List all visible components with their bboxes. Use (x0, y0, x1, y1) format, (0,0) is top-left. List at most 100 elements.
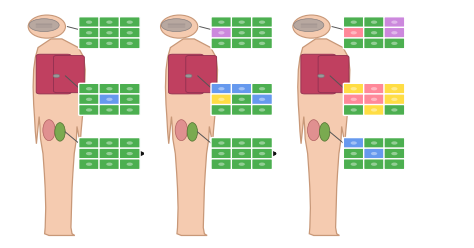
Ellipse shape (319, 123, 330, 141)
Circle shape (106, 31, 112, 34)
Circle shape (371, 87, 377, 90)
Circle shape (351, 31, 357, 34)
FancyBboxPatch shape (301, 54, 336, 94)
Circle shape (391, 98, 398, 101)
Ellipse shape (187, 123, 198, 141)
Circle shape (259, 21, 265, 24)
Circle shape (218, 31, 225, 34)
FancyBboxPatch shape (99, 148, 120, 159)
FancyBboxPatch shape (384, 83, 405, 94)
Circle shape (391, 87, 398, 90)
FancyBboxPatch shape (231, 27, 252, 38)
FancyBboxPatch shape (364, 138, 384, 148)
Ellipse shape (175, 120, 188, 141)
Circle shape (371, 21, 377, 24)
Circle shape (86, 141, 92, 145)
FancyBboxPatch shape (54, 56, 84, 93)
Circle shape (106, 21, 112, 24)
Circle shape (127, 108, 133, 112)
FancyBboxPatch shape (252, 104, 273, 115)
Circle shape (238, 152, 245, 155)
FancyBboxPatch shape (211, 17, 232, 28)
Circle shape (238, 42, 245, 45)
FancyBboxPatch shape (384, 159, 405, 170)
FancyBboxPatch shape (231, 83, 252, 94)
FancyBboxPatch shape (343, 38, 364, 49)
Circle shape (218, 87, 225, 90)
Circle shape (259, 31, 265, 34)
Circle shape (371, 108, 377, 112)
FancyBboxPatch shape (231, 148, 252, 159)
Circle shape (391, 141, 398, 145)
Circle shape (218, 162, 225, 166)
Circle shape (86, 42, 92, 45)
FancyBboxPatch shape (343, 27, 364, 38)
FancyBboxPatch shape (211, 27, 232, 38)
Circle shape (238, 87, 245, 90)
Circle shape (86, 98, 92, 101)
FancyBboxPatch shape (343, 138, 364, 148)
FancyBboxPatch shape (384, 94, 405, 105)
Circle shape (106, 152, 112, 155)
FancyBboxPatch shape (343, 17, 364, 28)
FancyBboxPatch shape (99, 138, 120, 148)
Circle shape (218, 108, 225, 112)
Circle shape (106, 162, 112, 166)
Circle shape (259, 87, 265, 90)
Circle shape (259, 152, 265, 155)
Circle shape (53, 74, 60, 78)
Circle shape (218, 42, 225, 45)
Circle shape (106, 141, 112, 145)
FancyBboxPatch shape (99, 17, 120, 28)
FancyBboxPatch shape (231, 104, 252, 115)
Circle shape (259, 141, 265, 145)
FancyBboxPatch shape (384, 38, 405, 49)
Circle shape (238, 98, 245, 101)
FancyBboxPatch shape (119, 104, 140, 115)
FancyBboxPatch shape (364, 104, 384, 115)
Circle shape (371, 152, 377, 155)
FancyBboxPatch shape (79, 94, 100, 105)
Polygon shape (33, 39, 85, 235)
FancyBboxPatch shape (119, 27, 140, 38)
FancyBboxPatch shape (119, 148, 140, 159)
FancyBboxPatch shape (169, 54, 203, 94)
Circle shape (259, 98, 265, 101)
FancyBboxPatch shape (384, 148, 405, 159)
FancyBboxPatch shape (79, 138, 100, 148)
FancyBboxPatch shape (364, 38, 384, 49)
Circle shape (371, 42, 377, 45)
Circle shape (106, 98, 112, 101)
FancyBboxPatch shape (231, 94, 252, 105)
FancyBboxPatch shape (343, 104, 364, 115)
FancyBboxPatch shape (186, 56, 217, 93)
Circle shape (391, 108, 398, 112)
FancyBboxPatch shape (231, 38, 252, 49)
Circle shape (259, 162, 265, 166)
Polygon shape (298, 39, 350, 235)
FancyBboxPatch shape (384, 27, 405, 38)
FancyBboxPatch shape (343, 148, 364, 159)
Ellipse shape (29, 19, 59, 31)
Circle shape (391, 42, 398, 45)
Circle shape (351, 42, 357, 45)
FancyBboxPatch shape (99, 94, 120, 105)
FancyBboxPatch shape (318, 56, 349, 93)
Circle shape (318, 74, 324, 78)
FancyBboxPatch shape (252, 159, 273, 170)
Circle shape (127, 152, 133, 155)
Circle shape (218, 98, 225, 101)
Ellipse shape (55, 123, 65, 141)
FancyBboxPatch shape (252, 148, 273, 159)
Circle shape (218, 152, 225, 155)
Circle shape (391, 31, 398, 34)
FancyBboxPatch shape (79, 17, 100, 28)
FancyBboxPatch shape (99, 38, 120, 49)
Circle shape (259, 108, 265, 112)
FancyBboxPatch shape (99, 159, 120, 170)
FancyBboxPatch shape (99, 83, 120, 94)
Circle shape (106, 42, 112, 45)
FancyBboxPatch shape (231, 17, 252, 28)
FancyBboxPatch shape (79, 38, 100, 49)
FancyBboxPatch shape (119, 159, 140, 170)
